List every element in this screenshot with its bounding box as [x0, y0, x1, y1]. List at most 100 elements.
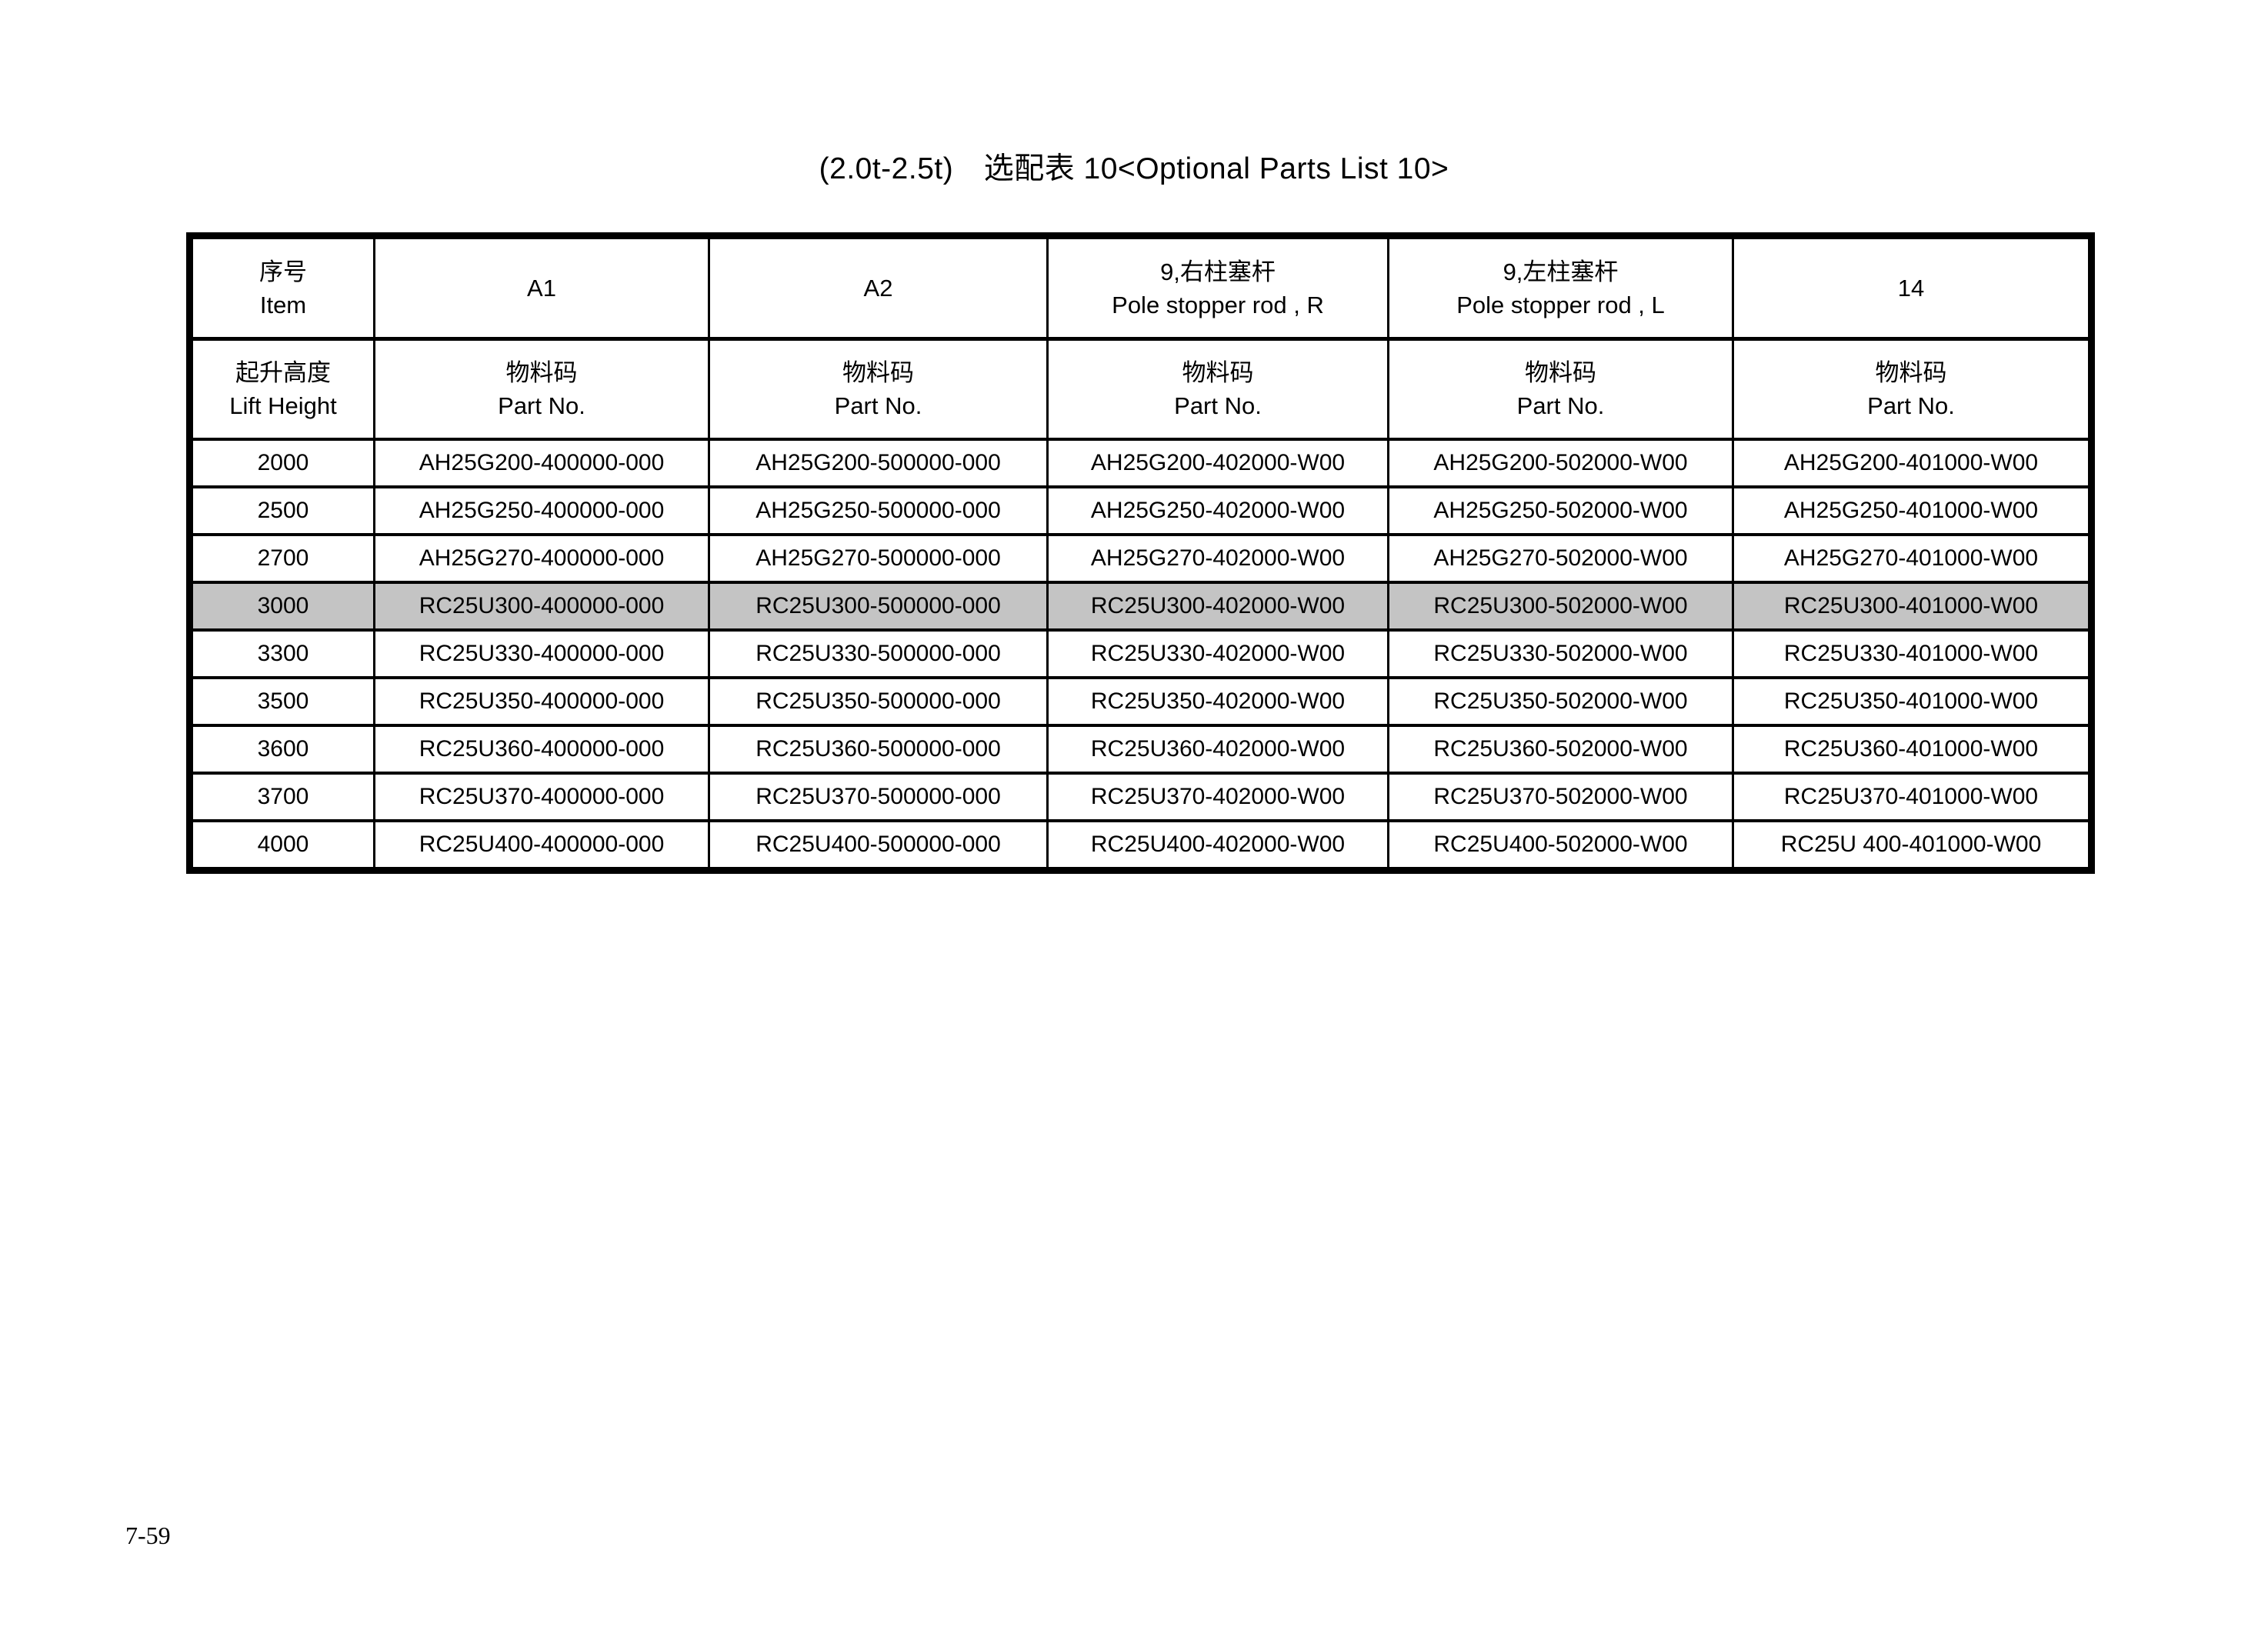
cell-part-no: AH25G250-402000-W00: [1046, 485, 1389, 536]
table-row-3300: 3300 RC25U330-400000-000 RC25U330-500000…: [188, 628, 2093, 679]
cell-part-no: RC25U330-500000-000: [708, 628, 1049, 679]
header-a1-label: A1: [527, 275, 556, 302]
header-a2-label: A2: [863, 275, 893, 302]
table-row-4000: 4000 RC25U400-400000-000 RC25U400-500000…: [188, 819, 2093, 872]
subheader-part-no-zh: 物料码: [1525, 359, 1596, 386]
cell-part-no: RC25U370-502000-W00: [1387, 772, 1734, 822]
subheader-lift-height-en: Lift Height: [229, 392, 337, 419]
subheader-part-no-en: Part No.: [1867, 392, 1955, 419]
cell-part-no: RC25U330-502000-W00: [1387, 628, 1734, 679]
cell-part-no: RC25U 400-401000-W00: [1732, 819, 2093, 872]
cell-part-no: AH25G200-502000-W00: [1387, 438, 1734, 488]
header-item-zh: 序号: [259, 258, 307, 285]
cell-lift-height: 3500: [188, 676, 375, 727]
subheader-part-no-en: Part No.: [1174, 392, 1262, 419]
cell-part-no: AH25G250-401000-W00: [1732, 485, 2093, 536]
cell-part-no: RC25U350-502000-W00: [1387, 676, 1734, 727]
header-14-label: 14: [1897, 275, 1925, 302]
cell-part-no: RC25U350-401000-W00: [1732, 676, 2093, 727]
subheader-part-no-en: Part No.: [834, 392, 922, 419]
cell-part-no: RC25U300-401000-W00: [1732, 581, 2093, 632]
subheader-lift-height-zh: 起升高度: [235, 359, 331, 386]
cell-part-no: RC25U400-502000-W00: [1387, 819, 1734, 872]
cell-part-no: AH25G200-402000-W00: [1046, 438, 1389, 488]
table-row-3000-highlighted: 3000 RC25U300-400000-000 RC25U300-500000…: [188, 581, 2093, 632]
cell-lift-height: 3300: [188, 628, 375, 679]
header-item: 序号 Item: [188, 235, 375, 341]
header-pole-l-zh: 9,左柱塞杆: [1503, 258, 1619, 285]
cell-part-no: RC25U330-400000-000: [373, 628, 710, 679]
cell-part-no: RC25U360-401000-W00: [1732, 724, 2093, 775]
table-row-2700: 2700 AH25G270-400000-000 AH25G270-500000…: [188, 533, 2093, 584]
header-pole-stopper-rod-r: 9,右柱塞杆 Pole stopper rod , R: [1046, 235, 1389, 341]
cell-part-no: RC25U350-402000-W00: [1046, 676, 1389, 727]
cell-part-no: RC25U330-401000-W00: [1732, 628, 2093, 679]
cell-part-no: RC25U370-500000-000: [708, 772, 1049, 822]
page-title: (2.0t-2.5t) 选配表 10<Optional Parts List 1…: [819, 152, 1449, 185]
table-row-2000: 2000 AH25G200-400000-000 AH25G200-500000…: [188, 438, 2093, 488]
header-pole-stopper-rod-l: 9,左柱塞杆 Pole stopper rod , L: [1387, 235, 1734, 341]
subheader-part-no-zh: 物料码: [1875, 359, 1947, 386]
subheader-part-no-en: Part No.: [498, 392, 585, 419]
header-item-en: Item: [259, 291, 307, 318]
subheader-part-no-a1: 物料码 Part No.: [373, 338, 710, 441]
cell-part-no: RC25U330-402000-W00: [1046, 628, 1389, 679]
cell-part-no: AH25G200-400000-000: [373, 438, 710, 488]
cell-part-no: RC25U350-400000-000: [373, 676, 710, 727]
cell-part-no: AH25G270-400000-000: [373, 533, 710, 584]
cell-part-no: RC25U360-400000-000: [373, 724, 710, 775]
cell-part-no: RC25U370-401000-W00: [1732, 772, 2093, 822]
cell-part-no: RC25U400-500000-000: [708, 819, 1049, 872]
cell-part-no: RC25U360-500000-000: [708, 724, 1049, 775]
subheader-part-no-en: Part No.: [1516, 392, 1605, 419]
cell-part-no: RC25U300-400000-000: [373, 581, 710, 632]
page-number: 7-59: [125, 1522, 171, 1549]
cell-part-no: RC25U400-402000-W00: [1046, 819, 1389, 872]
cell-lift-height: 2500: [188, 485, 375, 536]
cell-part-no: AH25G270-402000-W00: [1046, 533, 1389, 584]
table-header-row-sub: 起升高度 Lift Height 物料码 Part No. 物料码 Part N…: [188, 338, 2093, 441]
subheader-part-no-zh: 物料码: [1182, 359, 1254, 386]
table-row-3500: 3500 RC25U350-400000-000 RC25U350-500000…: [188, 676, 2093, 727]
cell-lift-height: 2000: [188, 438, 375, 488]
cell-part-no: RC25U360-502000-W00: [1387, 724, 1734, 775]
optional-parts-table: 序号 Item A1 A2 9,右柱塞杆 Pole stopper rod , …: [186, 232, 2095, 874]
cell-part-no: AH25G250-502000-W00: [1387, 485, 1734, 536]
subheader-part-no-14: 物料码 Part No.: [1732, 338, 2093, 441]
cell-part-no: RC25U300-500000-000: [708, 581, 1049, 632]
cell-part-no: RC25U370-402000-W00: [1046, 772, 1389, 822]
subheader-part-no-zh: 物料码: [842, 359, 914, 386]
subheader-part-no-pole-r: 物料码 Part No.: [1046, 338, 1389, 441]
cell-part-no: RC25U400-400000-000: [373, 819, 710, 872]
cell-lift-height: 4000: [188, 819, 375, 872]
cell-part-no: RC25U360-402000-W00: [1046, 724, 1389, 775]
cell-part-no: AH25G250-400000-000: [373, 485, 710, 536]
cell-lift-height: 3000: [188, 581, 375, 632]
subheader-lift-height: 起升高度 Lift Height: [188, 338, 375, 441]
table-header-row-top: 序号 Item A1 A2 9,右柱塞杆 Pole stopper rod , …: [188, 235, 2093, 341]
cell-part-no: AH25G200-500000-000: [708, 438, 1049, 488]
subheader-part-no-a2: 物料码 Part No.: [708, 338, 1049, 441]
header-pole-r-zh: 9,右柱塞杆: [1160, 258, 1276, 285]
cell-part-no: AH25G270-401000-W00: [1732, 533, 2093, 584]
header-pole-r-en: Pole stopper rod , R: [1112, 291, 1324, 318]
cell-lift-height: 3600: [188, 724, 375, 775]
cell-part-no: AH25G270-500000-000: [708, 533, 1049, 584]
table-row-3700: 3700 RC25U370-400000-000 RC25U370-500000…: [188, 772, 2093, 822]
header-14: 14: [1732, 235, 2093, 341]
cell-part-no: AH25G250-500000-000: [708, 485, 1049, 536]
cell-lift-height: 3700: [188, 772, 375, 822]
cell-part-no: AH25G200-401000-W00: [1732, 438, 2093, 488]
header-a1: A1: [373, 235, 710, 341]
cell-part-no: AH25G270-502000-W00: [1387, 533, 1734, 584]
table-row-2500: 2500 AH25G250-400000-000 AH25G250-500000…: [188, 485, 2093, 536]
cell-lift-height: 2700: [188, 533, 375, 584]
table-row-3600: 3600 RC25U360-400000-000 RC25U360-500000…: [188, 724, 2093, 775]
header-pole-l-en: Pole stopper rod , L: [1456, 291, 1665, 318]
cell-part-no: RC25U370-400000-000: [373, 772, 710, 822]
subheader-part-no-pole-l: 物料码 Part No.: [1387, 338, 1734, 441]
cell-part-no: RC25U350-500000-000: [708, 676, 1049, 727]
cell-part-no: RC25U300-402000-W00: [1046, 581, 1389, 632]
subheader-part-no-zh: 物料码: [505, 359, 578, 386]
